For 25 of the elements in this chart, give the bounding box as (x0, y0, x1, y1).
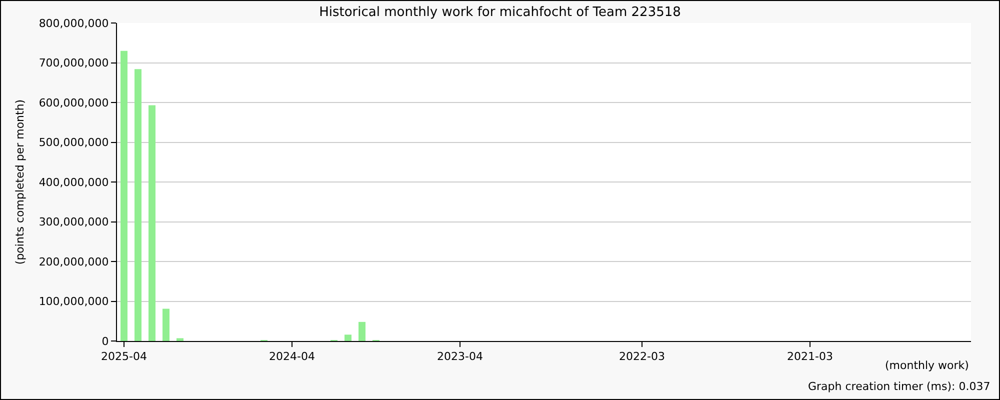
bar (176, 338, 184, 341)
text: Graph creation timer (ms): 0.037 (808, 380, 990, 393)
chart-title: Historical monthly work for micahfocht of Team 223518 (319, 5, 681, 20)
y-tick-label: 800,000,000 (38, 16, 109, 30)
y-tick-label: 400,000,000 (38, 176, 109, 189)
x-tick-label: 2025-04 (101, 350, 147, 364)
y-tick-label: 0 (102, 334, 109, 348)
y-tick-label: 200,000,000 (38, 255, 109, 268)
x-tick-label: 2023-04 (437, 350, 483, 364)
bar (120, 50, 128, 341)
bar (148, 105, 156, 341)
y-tick-label: 300,000,000 (38, 216, 109, 229)
bar (344, 334, 352, 341)
y-tick-label: 700,000,000 (38, 56, 109, 70)
x-tick-label: 2024-04 (269, 350, 315, 364)
y-tick-label: 500,000,000 (38, 136, 109, 150)
x-tick-label: 2022-03 (619, 350, 665, 364)
x-tick-label: 2021-03 (787, 350, 833, 364)
y-tick-label: 600,000,000 (38, 96, 109, 110)
x-axis-title: (monthly work) (885, 359, 969, 372)
bar (134, 69, 142, 341)
y-tick-label: 100,000,000 (38, 295, 109, 308)
bar (358, 322, 366, 341)
bar (162, 308, 170, 341)
y-axis-title: (points completed per month) (13, 99, 26, 265)
